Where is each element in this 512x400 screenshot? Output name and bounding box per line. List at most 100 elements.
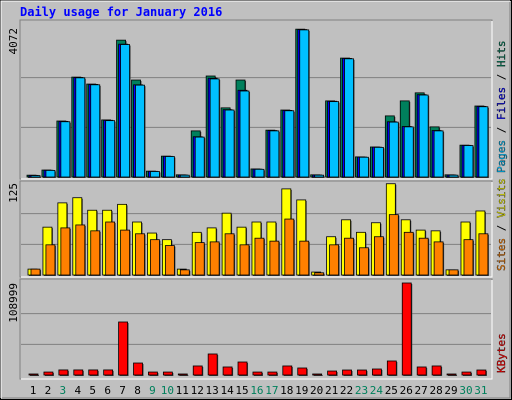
panel bbox=[19, 278, 493, 380]
bar bbox=[359, 247, 369, 276]
bar bbox=[461, 371, 472, 376]
x-tick-label: 5 bbox=[89, 384, 96, 397]
legend-separator: / bbox=[495, 67, 508, 87]
bar bbox=[418, 237, 429, 276]
bar-shadow bbox=[313, 374, 323, 376]
bar bbox=[448, 174, 459, 178]
bar bbox=[120, 44, 130, 178]
bar bbox=[433, 130, 444, 178]
x-tick-label: 16 bbox=[250, 384, 263, 397]
bar bbox=[433, 241, 444, 276]
bar bbox=[342, 369, 352, 376]
bar bbox=[148, 371, 158, 376]
bar bbox=[179, 174, 190, 178]
bar bbox=[416, 366, 427, 376]
bar bbox=[448, 269, 459, 276]
x-tick-label: 23 bbox=[355, 384, 368, 397]
x-tick-label: 8 bbox=[134, 384, 141, 397]
bar bbox=[164, 156, 175, 178]
x-tick-label: 28 bbox=[429, 384, 442, 397]
bar bbox=[299, 240, 310, 276]
bar bbox=[30, 268, 41, 276]
bar bbox=[269, 240, 280, 276]
bar bbox=[329, 101, 340, 178]
bar bbox=[314, 272, 325, 276]
bar bbox=[344, 237, 354, 276]
legend-entry: Pages bbox=[495, 140, 508, 173]
bar-shadow bbox=[448, 374, 458, 376]
x-tick-label: 31 bbox=[474, 384, 487, 397]
x-tick-label: 10 bbox=[161, 384, 174, 397]
bar bbox=[403, 126, 414, 178]
x-tick-label: 15 bbox=[235, 384, 248, 397]
legend-entry: Visits bbox=[495, 178, 508, 218]
bar bbox=[45, 170, 56, 178]
bar bbox=[30, 175, 41, 178]
legend-separator: / bbox=[495, 120, 508, 140]
x-tick-label: 11 bbox=[176, 384, 189, 397]
x-tick-label: 14 bbox=[220, 384, 234, 397]
bar bbox=[105, 221, 116, 276]
x-tick-label: 18 bbox=[280, 384, 293, 397]
x-tick-label: 25 bbox=[385, 384, 398, 397]
x-tick-label: 29 bbox=[444, 384, 457, 397]
legend-entry: KBytes bbox=[495, 333, 508, 373]
bar bbox=[133, 362, 143, 376]
bar bbox=[90, 84, 101, 178]
bar bbox=[401, 282, 412, 376]
bar bbox=[150, 239, 160, 276]
bar bbox=[135, 84, 145, 178]
bar bbox=[418, 94, 429, 178]
y-tick-label: 108999 bbox=[7, 283, 20, 323]
bar bbox=[75, 77, 86, 178]
bar bbox=[179, 269, 190, 276]
x-tick-label: 13 bbox=[206, 384, 219, 397]
bar bbox=[252, 371, 263, 376]
panel-bevel bbox=[21, 21, 493, 180]
x-tick-label: 20 bbox=[310, 384, 323, 397]
panel-bevel bbox=[21, 280, 493, 380]
bar bbox=[478, 233, 489, 276]
legend: Pages / Files / Hits bbox=[495, 41, 508, 174]
bar bbox=[45, 244, 56, 276]
bar bbox=[105, 120, 116, 178]
bar bbox=[224, 233, 235, 276]
x-tick-label: 3 bbox=[60, 384, 67, 397]
bar bbox=[299, 29, 310, 178]
bar bbox=[284, 218, 295, 276]
bar bbox=[209, 78, 220, 178]
bar bbox=[446, 373, 457, 376]
x-tick-label: 22 bbox=[340, 384, 353, 397]
bar bbox=[403, 231, 414, 276]
x-tick-label: 12 bbox=[191, 384, 204, 397]
x-tick-label: 27 bbox=[415, 384, 428, 397]
bar bbox=[150, 171, 160, 178]
bar bbox=[476, 369, 487, 376]
bar bbox=[254, 168, 265, 178]
x-tick-label: 4 bbox=[74, 384, 81, 397]
legend: Sites / Visits bbox=[495, 178, 508, 271]
bar bbox=[118, 321, 128, 376]
chart-title: Daily usage for January 2016 bbox=[20, 5, 222, 19]
bar bbox=[386, 360, 397, 376]
x-tick-label: 19 bbox=[295, 384, 308, 397]
bar bbox=[314, 174, 325, 178]
bar bbox=[58, 369, 69, 376]
y-tick-label: 125 bbox=[7, 183, 20, 203]
bar bbox=[43, 371, 54, 376]
bar bbox=[90, 230, 101, 276]
bar bbox=[60, 227, 71, 276]
x-tick-label: 30 bbox=[459, 384, 472, 397]
bar bbox=[312, 373, 323, 376]
legend-entry: Sites bbox=[495, 238, 508, 271]
bar bbox=[73, 369, 84, 376]
bar bbox=[371, 368, 382, 376]
bar bbox=[329, 244, 340, 276]
bar bbox=[267, 371, 278, 376]
x-tick-label: 21 bbox=[325, 384, 338, 397]
bar bbox=[194, 136, 205, 178]
x-tick-label: 1 bbox=[30, 384, 37, 397]
bar bbox=[162, 371, 173, 376]
x-tick-label: 17 bbox=[265, 384, 278, 397]
